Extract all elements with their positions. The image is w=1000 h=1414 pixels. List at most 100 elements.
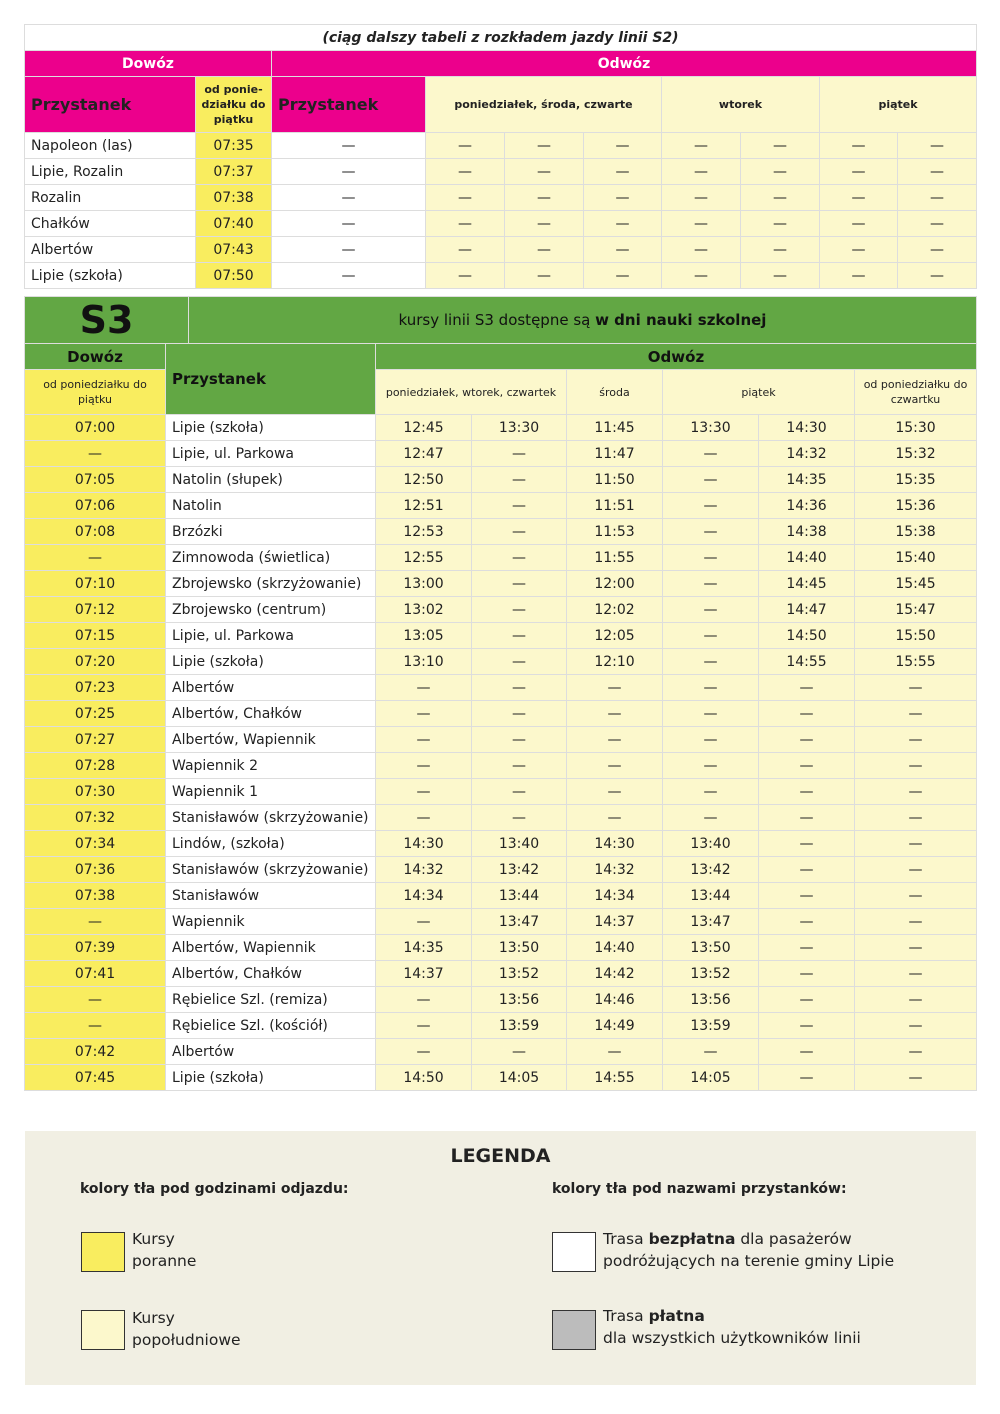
stop-name: Napoleon (las) [24, 132, 196, 159]
departure-time: — [819, 132, 898, 159]
departure-time: 13:42 [662, 856, 759, 883]
departure-time: — [854, 1012, 977, 1039]
departure-time: — [896, 132, 978, 159]
departure-time: 14:30 [566, 830, 663, 857]
table-row: 07:27 Albertów, Wapiennik — — — — — — [24, 726, 977, 753]
departure-time: — [854, 856, 977, 883]
table-row: 07:23 Albertów — — — — — — [24, 674, 977, 701]
legend-title: LEGENDA [450, 1145, 551, 1167]
departure-time: — [662, 518, 759, 545]
stop-name: Zbrojewsko (centrum) [165, 596, 376, 623]
departure-time: 13:30 [662, 414, 759, 441]
departure-time: 14:34 [566, 882, 663, 909]
dowoz-time: 07:08 [24, 518, 166, 545]
dowoz-time: 07:36 [24, 856, 166, 883]
departure-time: 13:47 [471, 908, 567, 935]
departure-time: — [896, 158, 978, 185]
dowoz-time: 07:20 [24, 648, 166, 675]
departure-time: 11:50 [566, 466, 663, 493]
stop-name: Albertów, Wapiennik [165, 726, 376, 753]
departure-time: — [425, 262, 505, 289]
departure-time: — [662, 1038, 759, 1065]
dowoz-time: — [24, 1012, 166, 1039]
departure-time: — [471, 440, 567, 467]
departure-time: — [661, 132, 741, 159]
table-row: 07:32 Stanisławów (skrzyżowanie) — — — — — — [24, 804, 977, 831]
departure-time: 13:50 [471, 934, 567, 961]
departure-time: — [819, 236, 898, 263]
departure-time: 14:34 [375, 882, 472, 909]
departure-time: — [740, 184, 820, 211]
free-route-swatch [552, 1232, 596, 1272]
legend-right-header: kolory tła pod nazwami przystanków: [552, 1181, 847, 1197]
s2-odwoz-stop-header: Przystanek [271, 76, 426, 133]
departure-time: — [471, 570, 567, 597]
dowoz-time: 07:39 [24, 934, 166, 961]
departure-time: — [819, 184, 898, 211]
departure-time: 13:30 [471, 414, 567, 441]
departure-time: 14:42 [566, 960, 663, 987]
table-row: 07:38 Stanisławów 14:34 13:44 14:34 13:44— — [24, 882, 977, 909]
departure-time: 13:40 [471, 830, 567, 857]
departure-time: — [471, 596, 567, 623]
stop-name: Rębielice Szl. (remiza) [165, 986, 376, 1013]
departure-time: — [471, 726, 567, 753]
departure-time: — [662, 492, 759, 519]
table-row: 07:39 Albertów, Wapiennik 14:35 13:50 14:40 1… [24, 934, 977, 961]
stop-name: Albertów [165, 1038, 376, 1065]
stop-name: Albertów, Chałków [165, 960, 376, 987]
departure-time: — [854, 700, 977, 727]
s3-note-prefix: kursy linii S3 dostępne są [398, 311, 596, 329]
table-row: — Wapiennik —13:47 14:37 13:47— — [24, 908, 977, 935]
dowoz-time: 07:30 [24, 778, 166, 805]
table-row: — Rębielice Szl. (remiza) —13:56 14:46 13:56… [24, 986, 977, 1013]
departure-time: — [896, 184, 978, 211]
odwoz-stop: — [271, 132, 426, 159]
departure-time: 12:47 [375, 440, 472, 467]
departure-time: — [662, 544, 759, 571]
departure-time: — [854, 908, 977, 935]
departure-time: — [662, 570, 759, 597]
stop-name: Stanisławów [165, 882, 376, 909]
departure-time: — [662, 700, 759, 727]
departure-time: 13:42 [471, 856, 567, 883]
departure-time: 14:37 [566, 908, 663, 935]
s2-day-group: piątek [818, 76, 978, 133]
stop-name: Zimnowoda (świetlica) [165, 544, 376, 571]
departure-time: — [566, 700, 663, 727]
stop-name: Natolin [165, 492, 376, 519]
departure-time: — [854, 1038, 977, 1065]
stop-name: Lipie, ul. Parkowa [165, 440, 376, 467]
table-row: 07:08 Brzózki 12:53—11:53—14:38 15:38 [24, 518, 977, 545]
departure-time: — [566, 778, 663, 805]
table-row: 07:06 Natolin 12:51—11:51—14:36 15:36 [24, 492, 977, 519]
departure-time: — [583, 184, 662, 211]
departure-time: — [583, 158, 662, 185]
table-row: 07:41 Albertów, Chałków 14:37 13:52 14:42 13:… [24, 960, 977, 987]
s2-caption: (ciąg dalszy tabeli z rozkładem jazdy li… [23, 24, 978, 51]
stop-name: Lipie, Rozalin [24, 158, 196, 185]
stop-name: Natolin (słupek) [165, 466, 376, 493]
departure-time: 13:44 [662, 882, 759, 909]
departure-time: — [425, 184, 505, 211]
departure-time: 12:00 [566, 570, 663, 597]
departure-time: 15:45 [854, 570, 977, 597]
departure-time: — [662, 466, 759, 493]
stop-name: Albertów [24, 236, 196, 263]
departure-time: 12:45 [375, 414, 472, 441]
departure-time: — [471, 804, 567, 831]
departure-time: — [375, 986, 472, 1013]
free-route-label: Trasa bezpłatna dla pasażerów podróżujący… [603, 1230, 895, 1270]
departure-time: — [854, 752, 977, 779]
departure-time: — [662, 596, 759, 623]
dowoz-time: 07:45 [24, 1064, 166, 1091]
dowoz-time: 07:27 [24, 726, 166, 753]
s2-day-group: poniedziałek, środa, czwarte [425, 76, 662, 133]
departure-time: — [583, 236, 662, 263]
stop-name: Wapiennik 1 [165, 778, 376, 805]
departure-time: 14:37 [375, 960, 472, 987]
departure-time: 07:38 [195, 184, 272, 211]
departure-time: — [471, 518, 567, 545]
departure-time: — [758, 934, 855, 961]
departure-time: — [471, 492, 567, 519]
